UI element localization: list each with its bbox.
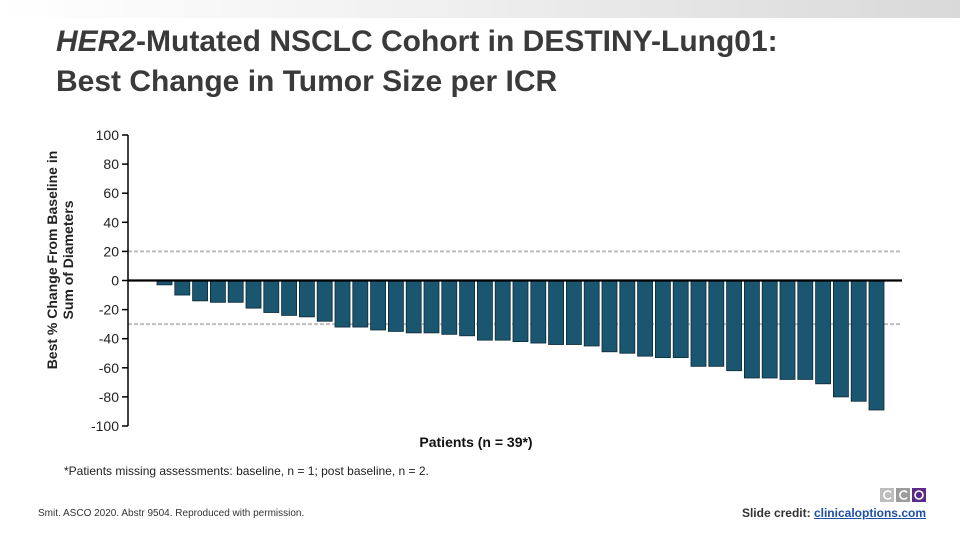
waterfall-bar xyxy=(779,280,796,380)
waterfall-bar xyxy=(245,280,262,309)
waterfall-bar xyxy=(601,280,618,353)
waterfall-bar xyxy=(850,280,867,402)
waterfall-bar xyxy=(637,280,653,357)
waterfall-bar xyxy=(174,280,191,296)
top-decorative-stripe xyxy=(0,0,960,18)
waterfall-bar xyxy=(708,280,725,367)
waterfall-bar xyxy=(494,280,511,341)
waterfall-bar xyxy=(726,280,742,372)
y-tick-label: 0 xyxy=(111,273,119,289)
waterfall-bar xyxy=(281,280,298,316)
waterfall-bar xyxy=(548,280,564,345)
x-axis-label: Patients (n = 39*) xyxy=(419,434,532,450)
waterfall-bar xyxy=(761,280,778,379)
y-tick-label: 80 xyxy=(103,156,119,172)
y-tick-label: -100 xyxy=(91,418,119,434)
cco-logo xyxy=(880,488,926,502)
footnote: *Patients missing assessments: baseline,… xyxy=(64,464,429,478)
waterfall-bar xyxy=(797,280,814,380)
bars xyxy=(156,280,885,411)
y-tick-label: -40 xyxy=(99,331,119,347)
y-tick-label: 40 xyxy=(103,214,119,230)
waterfall-bar xyxy=(672,280,689,359)
waterfall-bar xyxy=(744,280,760,379)
y-tick-label: -20 xyxy=(99,302,119,318)
waterfall-bar xyxy=(423,280,440,334)
y-tick-label: 60 xyxy=(103,185,119,201)
waterfall-bar xyxy=(316,280,333,322)
waterfall-bar xyxy=(530,280,547,344)
waterfall-bar xyxy=(459,280,476,337)
waterfall-bar xyxy=(209,280,226,303)
waterfall-bar xyxy=(690,280,707,367)
waterfall-bar xyxy=(476,280,493,341)
waterfall-bar xyxy=(352,280,369,328)
credit-label: Slide credit: xyxy=(741,506,811,520)
waterfall-bar xyxy=(868,280,885,411)
waterfall-bar xyxy=(441,280,458,335)
y-tick-label: -60 xyxy=(99,360,119,376)
y-tick-label: 20 xyxy=(103,243,119,259)
waterfall-bar xyxy=(227,280,244,303)
waterfall-bar xyxy=(619,280,636,354)
waterfall-bar xyxy=(566,280,582,345)
waterfall-bar xyxy=(334,280,351,328)
credit-link[interactable]: clinicaloptions.com xyxy=(813,506,926,520)
waterfall-bar xyxy=(370,280,387,331)
slide-credit: Slide credit: clinicaloptions.com xyxy=(742,506,926,520)
waterfall-bar xyxy=(405,280,422,334)
waterfall-bar xyxy=(192,280,209,302)
title-line-1-rest: -Mutated NSCLC Cohort in DESTINY-Lung01: xyxy=(136,25,778,58)
title-line-2: Best Change in Tumor Size per ICR xyxy=(56,65,558,98)
y-axis: 100 80 60 40 20 0 -20 -40 -60 -80 -100 xyxy=(91,127,129,434)
waterfall-bar xyxy=(815,280,831,385)
slide-title: HER2-Mutated NSCLC Cohort in DESTINY-Lun… xyxy=(56,22,916,102)
title-italic-gene: HER2 xyxy=(56,25,137,58)
waterfall-bar xyxy=(298,280,315,318)
y-tick-label: -80 xyxy=(99,389,119,405)
title-line-1: HER2-Mutated NSCLC Cohort in DESTINY-Lun… xyxy=(56,22,916,62)
waterfall-bar xyxy=(263,280,280,313)
waterfall-bar xyxy=(583,280,600,347)
waterfall-bar xyxy=(655,280,671,359)
waterfall-bar xyxy=(387,280,404,332)
waterfall-bar xyxy=(512,280,529,343)
y-tick-label: 100 xyxy=(96,127,120,143)
citation: Smit. ASCO 2020. Abstr 9504. Reproduced … xyxy=(38,508,305,519)
waterfall-bar xyxy=(833,280,849,398)
